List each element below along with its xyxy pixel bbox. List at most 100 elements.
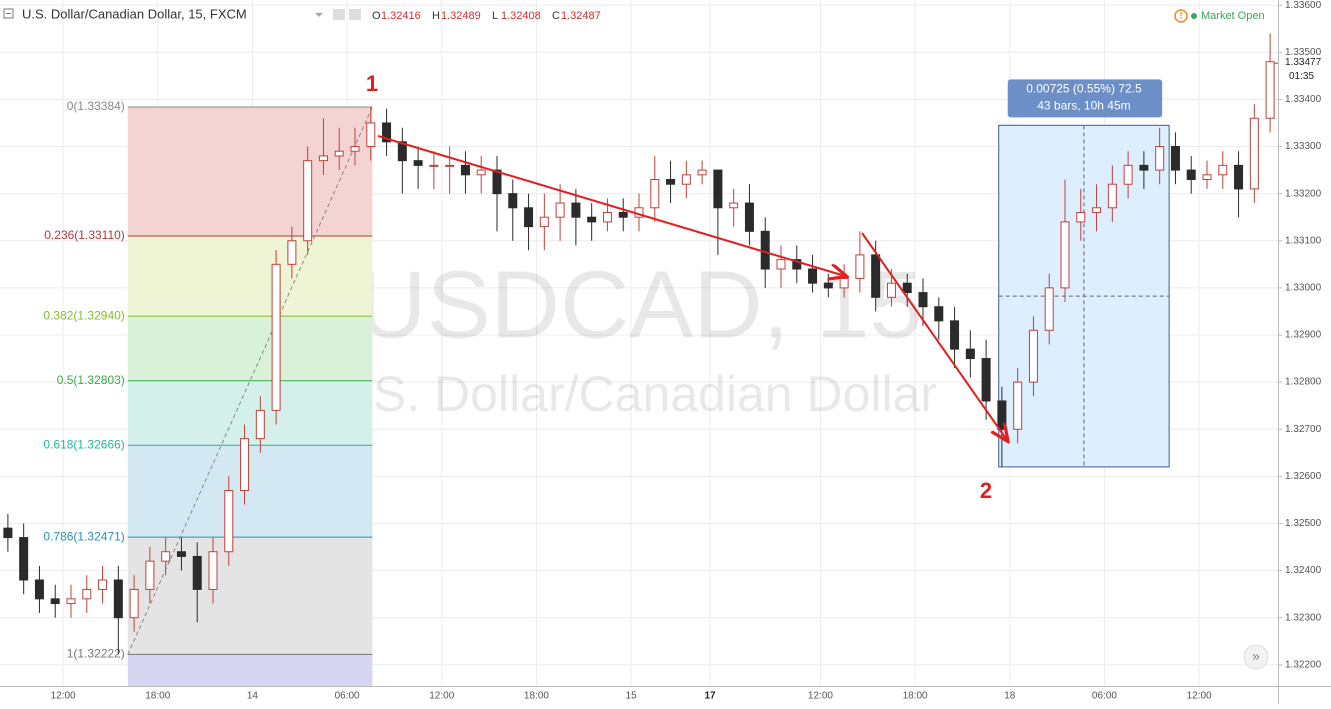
candle-body — [334, 150, 344, 157]
fib-band — [127, 654, 373, 686]
dropdown-icon[interactable] — [315, 13, 323, 17]
y-tick-label: 1.32700 — [1285, 424, 1322, 435]
candle-body — [618, 211, 628, 218]
fib-label: 0.618(1.32666) — [43, 437, 124, 451]
x-tick-label: 18 — [1004, 691, 1016, 702]
candle-body — [460, 164, 470, 176]
candle-body — [1218, 164, 1228, 176]
fib-label: 0(1.33384) — [67, 99, 125, 113]
candle-body — [129, 588, 139, 619]
x-tick-label: 12:00 — [1187, 691, 1212, 702]
candle-body — [255, 409, 265, 440]
fib-label: 0.5(1.32803) — [57, 373, 125, 387]
candle-body — [208, 551, 218, 590]
x-tick-label: 18:00 — [524, 691, 549, 702]
candle-body — [161, 551, 171, 562]
candle-body — [918, 292, 928, 308]
candle-body — [760, 230, 770, 270]
fib-trendline — [127, 106, 373, 655]
x-tick-label: 18:00 — [903, 691, 928, 702]
candle-body — [34, 579, 44, 600]
annotation: 1 — [366, 71, 378, 96]
candle-body — [713, 169, 723, 209]
candle-body — [697, 169, 707, 176]
y-tick-label: 1.32200 — [1285, 659, 1322, 670]
x-tick-label: 12:00 — [51, 691, 76, 702]
y-tick-label: 1.33200 — [1285, 188, 1322, 199]
y-tick-label: 1.32900 — [1285, 330, 1322, 341]
candle-body — [855, 254, 865, 279]
candle-body — [1028, 329, 1038, 383]
price-axis — [1278, 0, 1331, 704]
fib-band — [127, 316, 373, 381]
ohlc-key: L — [492, 10, 498, 22]
candle-body — [1155, 146, 1165, 171]
candle-body — [587, 216, 597, 223]
candle-body — [50, 598, 60, 605]
candle-body — [1170, 146, 1180, 171]
y-tick-label: 1.32500 — [1285, 518, 1322, 529]
candle-body — [113, 579, 123, 619]
measure-text: 0.00725 (0.55%) 72.5 — [1026, 81, 1142, 95]
candle-body — [1092, 207, 1102, 213]
candle-body — [287, 240, 297, 265]
y-tick-label: 1.32400 — [1285, 565, 1322, 576]
candle-body — [303, 160, 313, 242]
candle-body — [1123, 164, 1133, 185]
fib-label: 1(1.32222) — [67, 647, 125, 661]
trend-arrow — [861, 232, 1007, 440]
y-tick-label: 1.33000 — [1285, 283, 1322, 294]
measure-text: 43 bars, 10h 45m — [1037, 98, 1130, 112]
candle-body — [1202, 174, 1212, 181]
fib-label: 0.382(1.32940) — [43, 308, 124, 322]
candle-body — [3, 527, 13, 539]
candle-body — [240, 438, 250, 491]
scroll-button[interactable] — [1243, 644, 1269, 670]
status-dot — [1191, 13, 1197, 19]
candle-body — [571, 202, 581, 218]
candle-body — [145, 560, 155, 590]
candle-body — [318, 155, 328, 162]
candle-body — [871, 254, 881, 298]
settings-icon[interactable] — [333, 9, 345, 20]
watermark: USDCAD, 15 — [357, 251, 923, 358]
annotation: 2 — [980, 478, 992, 503]
collapse-icon[interactable] — [3, 8, 14, 19]
candle-body — [1076, 211, 1086, 223]
fib-label: 0.236(1.33110) — [44, 228, 125, 242]
candle-body — [224, 489, 234, 553]
candle-body — [397, 141, 407, 162]
ohlc-legend: O 1.32416 H 1.32489 L 1.32408 C 1.32487 — [372, 10, 601, 22]
candle-body — [98, 579, 108, 590]
candle-body — [1107, 183, 1117, 209]
candle-body — [366, 122, 376, 148]
watermark: U.S. Dollar/Canadian Dollar — [323, 366, 937, 422]
candle-body — [350, 146, 360, 152]
ohlc-key: O — [372, 10, 381, 22]
plot — [3, 33, 1275, 655]
candle-body — [1234, 164, 1244, 190]
candle-body — [776, 259, 786, 270]
alert-icon[interactable] — [1174, 9, 1188, 23]
candle-body — [539, 216, 549, 228]
fib-band — [127, 106, 373, 237]
fib-band — [127, 236, 373, 317]
candle-body — [1249, 117, 1259, 190]
candle-body — [524, 207, 534, 228]
ohlc-value: 1.32408 — [501, 10, 541, 22]
candle-body — [382, 122, 392, 143]
candle-body — [476, 169, 486, 176]
x-tick-label: 14 — [247, 691, 259, 702]
candle-body — [650, 179, 660, 209]
x-tick-label: 18:00 — [145, 691, 170, 702]
candle-body — [602, 211, 612, 223]
candle-body — [66, 598, 76, 605]
candle-body — [934, 306, 944, 322]
last-price-box — [1279, 55, 1331, 84]
x-tick-label: 06:00 — [335, 691, 360, 702]
candle-body — [808, 268, 818, 284]
settings-icon[interactable] — [349, 9, 361, 20]
candle-body — [192, 555, 202, 590]
